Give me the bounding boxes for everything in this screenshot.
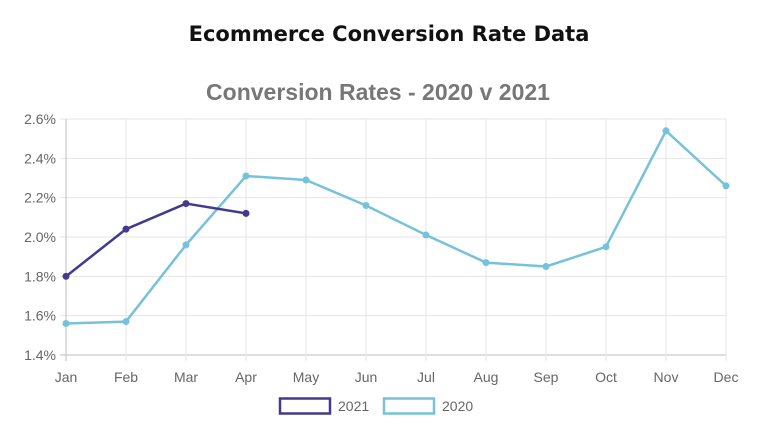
series-2020: [62, 127, 730, 328]
y-tick-label: 2.4%: [24, 150, 56, 166]
grid: [60, 118, 727, 361]
x-tick-label: Oct: [595, 369, 617, 385]
legend-swatch: [382, 397, 436, 415]
data-point: [662, 127, 670, 135]
x-tick-label: May: [293, 369, 319, 385]
data-point: [362, 202, 370, 210]
page-title: Ecommerce Conversion Rate Data: [188, 22, 590, 46]
data-point: [182, 241, 190, 249]
data-point: [302, 176, 310, 184]
data-point: [482, 259, 490, 267]
data-point: [542, 263, 550, 270]
x-tick-label: Nov: [654, 369, 679, 385]
x-tick-label: Feb: [114, 369, 138, 385]
data-point: [182, 200, 190, 208]
legend-label: 2021: [338, 398, 369, 414]
legend-item-2021[interactable]: 2021: [278, 397, 369, 415]
x-tick-label: Jul: [417, 369, 435, 385]
data-point: [122, 318, 130, 326]
series-line-2020: [65, 129, 727, 325]
x-tick-label: Sep: [534, 369, 559, 385]
legend-item-2020[interactable]: 2020: [382, 397, 473, 415]
y-tick-label: 1.6%: [24, 308, 56, 324]
data-point: [122, 225, 130, 233]
x-tick-label: Jan: [55, 369, 78, 385]
y-tick-label: 1.4%: [24, 347, 56, 363]
legend-swatch: [278, 397, 332, 415]
y-tick-label: 2.6%: [24, 111, 56, 127]
x-tick-label: Apr: [235, 369, 257, 385]
series: [62, 127, 730, 328]
data-point: [62, 272, 70, 280]
series-line-2021: [65, 202, 247, 278]
axes: 1.4% 1.6% 1.8% 2.0% 2.2% 2.4% 2.6% Jan Feb Mar Apr…: [24, 111, 738, 385]
series-2021: [62, 200, 250, 280]
x-tick-label: Aug: [474, 369, 499, 385]
chart-title: Conversion Rates - 2020 v 2021: [206, 79, 550, 105]
x-tick-label: Mar: [174, 369, 198, 385]
legend-label: 2020: [442, 398, 473, 414]
data-point: [242, 172, 250, 180]
y-tick-label: 1.8%: [24, 268, 56, 284]
line-chart: Conversion Rates - 2020 v 2021 1.4%1.6%1…: [24, 79, 738, 415]
data-point: [62, 320, 70, 328]
data-point: [602, 243, 610, 251]
y-tick-label: 2.2%: [24, 190, 56, 206]
y-tick-label: 2.0%: [24, 229, 56, 245]
x-tick-label: Jun: [355, 369, 378, 385]
data-point: [422, 231, 430, 239]
chart-container: Conversion Rates - 2020 v 2021 1.4% 1.6% 1…: [0, 60, 778, 437]
data-point: [242, 209, 250, 217]
data-point: [722, 182, 730, 190]
x-tick-label: Dec: [714, 369, 739, 385]
legend[interactable]: 2021 2020: [278, 397, 473, 415]
